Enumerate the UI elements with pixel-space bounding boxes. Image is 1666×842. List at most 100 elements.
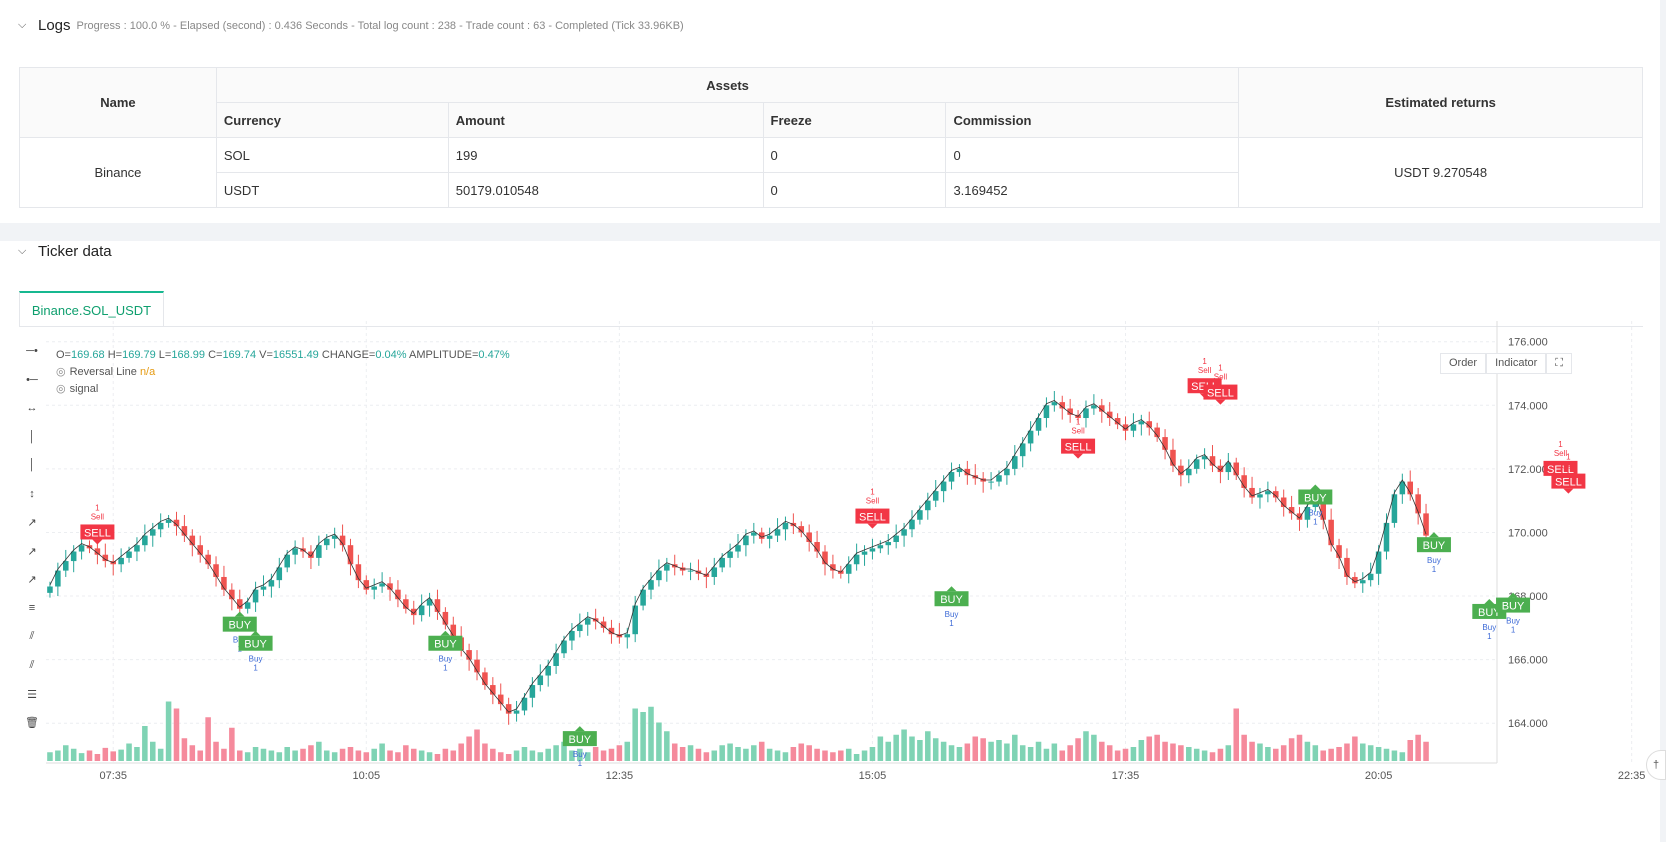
signal-count: 1 [443, 664, 448, 673]
trash-icon[interactable]: 🗑 [25, 717, 39, 730]
returns-cell: USDT 9.270548 [1238, 137, 1643, 208]
candle-body [569, 631, 575, 641]
candle-body [1336, 545, 1342, 558]
volume-bar [252, 747, 259, 761]
candle-body [1138, 421, 1145, 425]
candle-body [925, 500, 931, 511]
candle-body [284, 554, 290, 568]
candle-body [205, 554, 211, 565]
signal-legend[interactable]: ◎ signal [56, 381, 510, 398]
volume-bar [656, 722, 662, 761]
candle-body [181, 526, 188, 536]
signal-arrow [1073, 453, 1084, 459]
fullscreen-icon[interactable]: ⛶ [1546, 353, 1572, 374]
trend-ray-icon[interactable]: ↗ [27, 517, 37, 530]
reversal-line-legend[interactable]: ◎ Reversal Line n/a [56, 364, 510, 381]
vertical-ray-icon[interactable]: │ [28, 430, 36, 443]
segment-icon[interactable]: ↗ [27, 574, 37, 587]
signal-sub-label: Sell [866, 497, 880, 506]
order-button[interactable]: Order [1439, 353, 1487, 374]
volume-bar [1415, 734, 1421, 761]
volume-bar [830, 752, 836, 761]
candle-body [387, 583, 393, 590]
parallel-channel-icon[interactable]: ⫽ [29, 630, 35, 643]
trend-line-icon[interactable]: ↗ [27, 545, 37, 558]
fibonacci-icon[interactable]: ☰ [27, 688, 37, 701]
volume-bar [1391, 750, 1398, 761]
candle-body [751, 532, 757, 536]
cell: 3.169452 [945, 172, 1240, 208]
candle-body [410, 608, 417, 616]
vertical-line-icon[interactable]: │ [28, 459, 36, 472]
signal-sub-label: Sell [1554, 449, 1568, 458]
returns-header: Estimated returns [1238, 67, 1643, 138]
volume-bar [94, 754, 101, 761]
signal-box [1203, 384, 1238, 400]
horizontal-ray-icon[interactable]: ─• [26, 345, 38, 357]
candle-body [1288, 507, 1295, 514]
x-tick-label: 22:35 [1618, 770, 1646, 782]
candle-body [63, 561, 69, 571]
candle-body [1114, 418, 1121, 425]
cell: 0 [762, 137, 947, 173]
signal-label: signal [69, 383, 99, 395]
candle-body [1154, 427, 1160, 438]
candle-body [1019, 443, 1026, 457]
candle-body [450, 624, 457, 638]
candle-body [711, 567, 718, 577]
horizontal-segment-icon[interactable]: ↔ [26, 402, 38, 415]
signal-sub-label: Sell [1198, 366, 1212, 375]
candle-body [1067, 408, 1073, 415]
volume-bar [110, 751, 116, 761]
candle-body [1320, 497, 1327, 520]
vertical-segment-icon[interactable]: ↕ [29, 487, 35, 500]
volume-bar [608, 748, 615, 761]
volume-bar [387, 750, 393, 761]
volume-bar [229, 727, 235, 761]
candle-body [656, 570, 662, 581]
volume-bar [521, 747, 528, 761]
reversal-line [49, 400, 1427, 713]
candle-body [1146, 421, 1153, 428]
logs-header[interactable]: ⌵ Logs Progress : 100.0 % - Elapsed (sec… [18, 17, 684, 34]
indicator-button[interactable]: Indicator [1486, 353, 1547, 374]
h-label: H= [107, 349, 123, 361]
volume-bar [980, 738, 986, 761]
horizontal-line-icon[interactable]: •─ [26, 373, 38, 386]
candle-body [1178, 465, 1184, 476]
candle-body [1280, 497, 1287, 508]
volume-bar [458, 743, 464, 761]
ticker-header[interactable]: ⌵ Ticker data [18, 243, 112, 260]
candle-body [624, 634, 631, 638]
volume-bar [221, 748, 227, 761]
volume-bar [584, 752, 591, 761]
signal-label: BUY [1423, 540, 1446, 552]
volume-bar [948, 745, 955, 761]
v-label: V= [259, 349, 273, 361]
eye-icon[interactable]: ◎ [56, 366, 66, 378]
candle-body [1241, 475, 1247, 488]
signal-sub-label: Buy [1506, 617, 1520, 626]
volume-bar [205, 717, 211, 761]
candle-body [956, 468, 963, 473]
candle-body [1186, 468, 1192, 476]
signal-label: SELL [1065, 442, 1092, 454]
chevron-down-icon[interactable]: ⌵ [18, 19, 27, 31]
volume-bar [616, 745, 623, 761]
price-chart[interactable]: 176.000174.000172.000170.000168.000166.0… [0, 241, 1660, 842]
chevron-down-icon[interactable]: ⌵ [18, 245, 27, 257]
tab-binance-sol-usdt[interactable]: Binance.SOL_USDT [19, 291, 164, 327]
signal-count: 1 [95, 503, 100, 512]
volume-bar [260, 748, 267, 761]
candle-body [1383, 522, 1390, 552]
volume-bar [181, 738, 188, 761]
fib-text-icon[interactable]: ≡ [28, 602, 36, 615]
cell: 0 [945, 137, 1240, 173]
signal-arrow [946, 586, 957, 592]
price-channel-icon[interactable]: ⫽ [29, 659, 35, 672]
volume-bar [505, 754, 512, 761]
eye-icon[interactable]: ◎ [56, 383, 66, 395]
